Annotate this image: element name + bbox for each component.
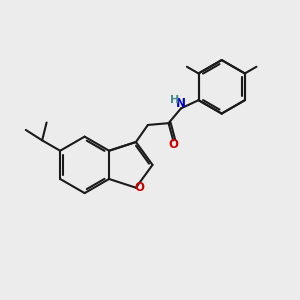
Text: N: N (176, 97, 186, 110)
Text: H: H (170, 95, 179, 105)
Text: O: O (135, 181, 145, 194)
Text: O: O (168, 138, 178, 151)
